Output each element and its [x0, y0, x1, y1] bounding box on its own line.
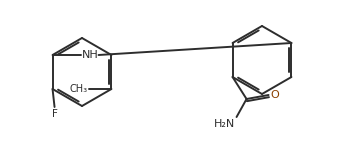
Text: O: O [271, 90, 279, 100]
Text: F: F [51, 109, 57, 119]
Text: CH₃: CH₃ [69, 84, 88, 94]
Text: H₂N: H₂N [214, 119, 236, 129]
Text: NH: NH [82, 50, 98, 60]
